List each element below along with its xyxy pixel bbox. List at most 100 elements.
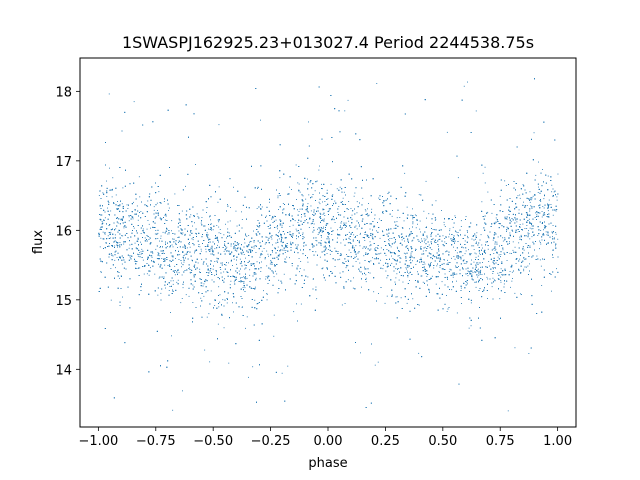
scatter-point	[551, 290, 552, 292]
scatter-point	[455, 250, 456, 251]
scatter-point	[149, 237, 151, 239]
scatter-point	[489, 265, 491, 267]
scatter-point	[547, 210, 549, 212]
scatter-point	[332, 194, 334, 196]
scatter-point	[415, 248, 417, 250]
scatter-point	[199, 246, 201, 248]
scatter-point	[256, 225, 258, 226]
scatter-point	[114, 240, 116, 242]
scatter-point	[212, 229, 214, 231]
scatter-point	[123, 227, 125, 229]
scatter-point	[322, 230, 324, 232]
scatter-point	[434, 229, 435, 231]
scatter-point	[235, 210, 237, 212]
scatter-point	[359, 224, 360, 226]
scatter-point	[477, 262, 479, 264]
scatter-point	[273, 335, 275, 337]
scatter-point	[223, 250, 225, 252]
scatter-point	[307, 261, 309, 263]
scatter-point	[359, 245, 361, 247]
scatter-point	[339, 214, 341, 216]
scatter-point	[539, 248, 540, 250]
scatter-point	[399, 217, 401, 218]
scatter-point	[493, 253, 495, 254]
scatter-point	[161, 258, 163, 259]
scatter-point	[358, 225, 360, 227]
scatter-point	[299, 271, 300, 273]
scatter-point	[342, 197, 344, 199]
scatter-point	[395, 296, 397, 298]
scatter-point	[263, 248, 265, 249]
scatter-point	[474, 252, 476, 254]
scatter-point	[380, 259, 381, 261]
scatter-point	[172, 280, 174, 282]
scatter-point	[271, 218, 273, 220]
scatter-point	[524, 258, 526, 260]
scatter-point	[194, 252, 195, 254]
scatter-point	[123, 243, 125, 245]
scatter-point	[214, 305, 216, 306]
scatter-point	[373, 258, 375, 260]
scatter-point	[383, 200, 385, 202]
scatter-point	[487, 234, 489, 236]
scatter-point	[329, 246, 331, 248]
scatter-point	[422, 281, 424, 283]
scatter-point	[375, 250, 377, 252]
scatter-point	[153, 206, 155, 208]
scatter-point	[531, 199, 533, 201]
scatter-point	[273, 276, 275, 278]
scatter-point	[201, 258, 203, 260]
scatter-point	[240, 252, 242, 254]
scatter-point	[380, 252, 382, 254]
scatter-point	[365, 274, 367, 276]
scatter-point	[378, 197, 380, 199]
scatter-point	[255, 252, 257, 253]
scatter-point	[108, 225, 110, 226]
scatter-point	[548, 199, 550, 201]
scatter-point	[351, 214, 353, 216]
scatter-point	[159, 265, 161, 267]
scatter-point	[303, 269, 305, 271]
scatter-point	[492, 273, 494, 274]
scatter-point	[99, 190, 101, 192]
scatter-point	[164, 214, 166, 216]
scatter-point	[170, 280, 172, 282]
scatter-point	[343, 239, 344, 241]
scatter-point	[448, 271, 450, 272]
scatter-point	[302, 234, 304, 235]
scatter-point	[239, 263, 241, 265]
scatter-point	[142, 259, 144, 261]
scatter-point	[263, 290, 264, 292]
scatter-point	[272, 244, 273, 246]
scatter-point	[471, 276, 473, 278]
scatter-point	[305, 198, 307, 200]
scatter-point	[504, 180, 506, 182]
scatter-point	[334, 222, 336, 223]
scatter-point	[104, 217, 106, 219]
scatter-point	[256, 208, 258, 209]
scatter-point	[279, 224, 281, 226]
scatter-point	[391, 238, 393, 239]
scatter-point	[553, 191, 555, 193]
scatter-point	[114, 240, 116, 242]
scatter-point	[396, 246, 398, 248]
scatter-point	[482, 172, 484, 174]
scatter-point	[126, 204, 128, 206]
scatter-point	[233, 258, 235, 260]
scatter-point	[236, 263, 237, 265]
scatter-point	[217, 201, 219, 203]
scatter-point	[375, 247, 377, 248]
scatter-point	[402, 281, 404, 283]
scatter-point	[416, 261, 418, 262]
scatter-point	[517, 195, 519, 197]
scatter-point	[452, 276, 454, 278]
scatter-point	[211, 279, 213, 281]
scatter-point	[333, 216, 334, 217]
scatter-point	[150, 227, 151, 229]
scatter-point	[154, 233, 156, 235]
scatter-point	[441, 281, 443, 283]
scatter-point	[214, 248, 216, 250]
scatter-point	[502, 237, 504, 239]
scatter-point	[150, 251, 152, 253]
scatter-point	[267, 253, 269, 255]
